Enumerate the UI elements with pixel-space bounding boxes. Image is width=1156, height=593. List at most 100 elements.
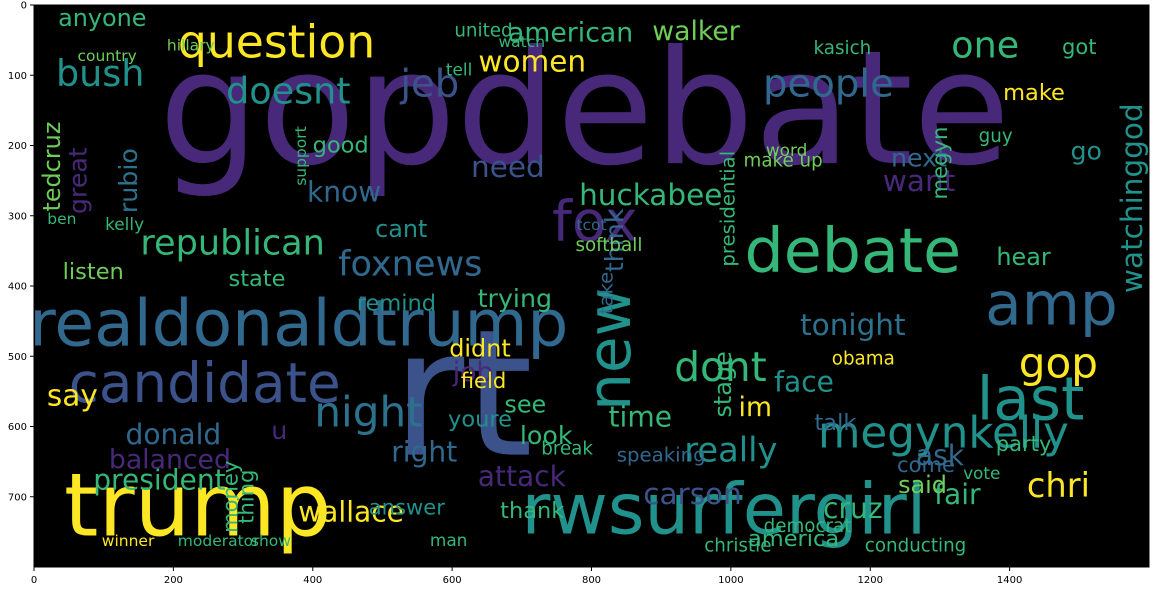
word-91: speaking <box>617 444 706 467</box>
word-32: tonight <box>800 308 906 342</box>
y-tick-label: 100 <box>8 71 27 82</box>
word-31: know <box>307 176 381 209</box>
x-tick-label: 600 <box>443 575 462 586</box>
word-8: amp <box>985 271 1118 340</box>
y-tick-label: 700 <box>8 492 27 503</box>
x-tick-label: 200 <box>164 575 183 586</box>
word-65: listen <box>63 259 124 285</box>
word-86: vote <box>963 463 1000 483</box>
word-50: look <box>520 421 573 450</box>
word-78: stage <box>709 351 737 417</box>
x-tick-1: 200 <box>164 567 183 586</box>
word-40: really <box>684 431 777 470</box>
word-14: dont <box>674 343 766 391</box>
word-19: foxnews <box>338 243 482 284</box>
word-89: tcot <box>576 216 606 234</box>
word-1: rt <box>392 293 533 497</box>
word-5: candidate <box>69 351 341 415</box>
plot-area <box>34 5 1149 567</box>
word-62: make <box>1003 80 1065 106</box>
word-2: trump <box>64 454 331 556</box>
x-axis: 0 200 400 600 800 1000 1200 1400 <box>31 567 1022 586</box>
y-tick-2: 200 <box>8 141 34 152</box>
word-7: fox <box>552 189 638 254</box>
word-81: moderator <box>178 532 260 550</box>
word-0: gopdebate <box>159 17 1011 201</box>
word-45: balanced <box>109 445 231 476</box>
word-95: democrat <box>764 516 852 537</box>
word-13: night <box>314 388 422 437</box>
word-102: megyn <box>927 127 952 200</box>
word-27: president <box>93 464 225 497</box>
word-104: word <box>766 140 808 160</box>
word-80: conducting <box>865 536 967 557</box>
word-3: rwsurfergirl <box>522 468 927 550</box>
y-tick-label: 600 <box>8 422 27 433</box>
word-29: huckabee <box>579 178 722 212</box>
y-tick-label: 200 <box>8 141 27 152</box>
y-tick-0: 0 <box>21 1 34 12</box>
word-53: talk <box>814 410 856 436</box>
word-48: attack <box>478 460 567 493</box>
word-98: country <box>78 47 137 65</box>
y-tick-label: 500 <box>8 352 27 363</box>
word-60: think <box>600 208 629 272</box>
word-41: face <box>774 365 834 398</box>
word-59: trying <box>478 284 552 313</box>
word-64: good <box>313 133 369 159</box>
word-16: people <box>763 61 894 106</box>
word-22: jeb <box>399 61 459 106</box>
word-15: gop <box>1019 338 1098 387</box>
word-42: time <box>609 401 672 434</box>
word-63: go <box>1071 137 1103 166</box>
word-11: question <box>178 16 375 69</box>
word-20: women <box>478 45 586 79</box>
word-69: rubio <box>114 148 143 213</box>
word-18: republican <box>140 222 325 263</box>
word-44: donald <box>126 418 222 451</box>
word-30: need <box>471 150 545 184</box>
word-51: said <box>898 471 947 499</box>
word-75: thing <box>234 470 259 524</box>
x-tick-4: 800 <box>582 567 601 586</box>
word-71: cant <box>375 215 427 243</box>
word-97: hillary <box>167 37 215 55</box>
x-tick-3: 600 <box>443 567 462 586</box>
word-36: cruz <box>823 492 883 525</box>
word-47: right <box>391 436 457 469</box>
word-52: come <box>897 452 955 477</box>
word-37: fair <box>934 478 981 511</box>
y-tick-3: 300 <box>8 211 34 222</box>
word-54: america <box>748 526 839 552</box>
word-49: see <box>504 390 546 418</box>
x-tick-label: 1000 <box>718 575 743 586</box>
x-tick-0: 0 <box>31 567 37 586</box>
word-9: new <box>576 288 645 411</box>
y-axis: 0 100 200 300 400 500 600 700 <box>8 1 34 503</box>
word-106: support <box>292 126 310 186</box>
word-24: one <box>951 24 1019 67</box>
y-tick-4: 400 <box>8 282 34 293</box>
word-70: anyone <box>58 4 146 32</box>
x-tick-label: 800 <box>582 575 601 586</box>
word-92: answer <box>369 494 446 519</box>
word-83: winner <box>102 532 155 550</box>
word-58: job <box>452 357 494 388</box>
word-74: money <box>217 461 242 533</box>
word-72: remind <box>357 291 436 317</box>
word-103: make up <box>744 151 823 172</box>
word-90: take <box>594 272 617 315</box>
word-105: presidential <box>716 151 739 267</box>
word-99: got <box>1062 34 1097 59</box>
x-tick-label: 400 <box>303 575 322 586</box>
word-21: american <box>508 18 633 49</box>
word-12: megynkelly <box>818 409 1069 459</box>
word-66: state <box>229 266 286 292</box>
y-tick-7: 700 <box>8 492 34 503</box>
word-107: tell <box>446 59 472 79</box>
y-tick-label: 400 <box>8 282 27 293</box>
word-26: watchinggod <box>1115 103 1149 293</box>
word-43: im <box>739 392 772 423</box>
word-87: christie <box>704 536 771 557</box>
